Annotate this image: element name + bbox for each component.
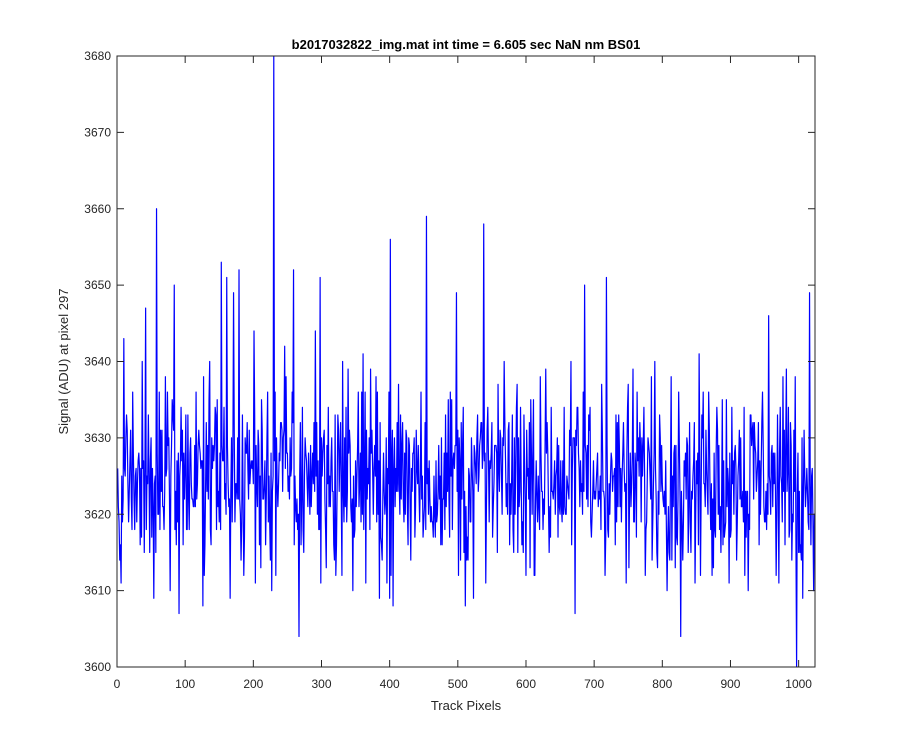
y-axis-label: Signal (ADU) at pixel 297 [56, 289, 71, 435]
x-tick-label: 600 [516, 677, 536, 691]
y-tick-label: 3650 [84, 278, 111, 292]
plot-area: 0 100 200 300 400 500 600 700 800 900 1000 3600 361… [84, 49, 816, 691]
y-tick-label: 3640 [84, 355, 111, 369]
x-tick-label: 500 [448, 677, 468, 691]
x-tick-label: 100 [175, 677, 195, 691]
y-tick-label: 3600 [84, 660, 111, 674]
signal-series-line [117, 56, 815, 667]
x-tick-label: 0 [114, 677, 121, 691]
x-tick-label: 300 [311, 677, 331, 691]
x-tick-label: 200 [243, 677, 263, 691]
x-tick-label: 1000 [785, 677, 812, 691]
series-group [117, 56, 815, 667]
y-tick-label: 3630 [84, 431, 111, 445]
chart-title: b2017032822_img.mat int time = 6.605 sec… [292, 37, 641, 52]
x-axis-label: Track Pixels [431, 698, 502, 713]
y-axis-ticks: 3600 3610 3620 3630 3640 3650 3660 3670 3680 [84, 49, 815, 674]
y-tick-label: 3610 [84, 584, 111, 598]
x-tick-label: 800 [652, 677, 672, 691]
y-tick-label: 3680 [84, 49, 111, 63]
x-tick-label: 700 [584, 677, 604, 691]
x-tick-label: 900 [720, 677, 740, 691]
x-tick-label: 400 [380, 677, 400, 691]
y-tick-label: 3670 [84, 125, 111, 139]
x-axis-ticks: 0 100 200 300 400 500 600 700 800 900 1000 [114, 56, 812, 691]
y-tick-label: 3620 [84, 507, 111, 521]
y-tick-label: 3660 [84, 202, 111, 216]
